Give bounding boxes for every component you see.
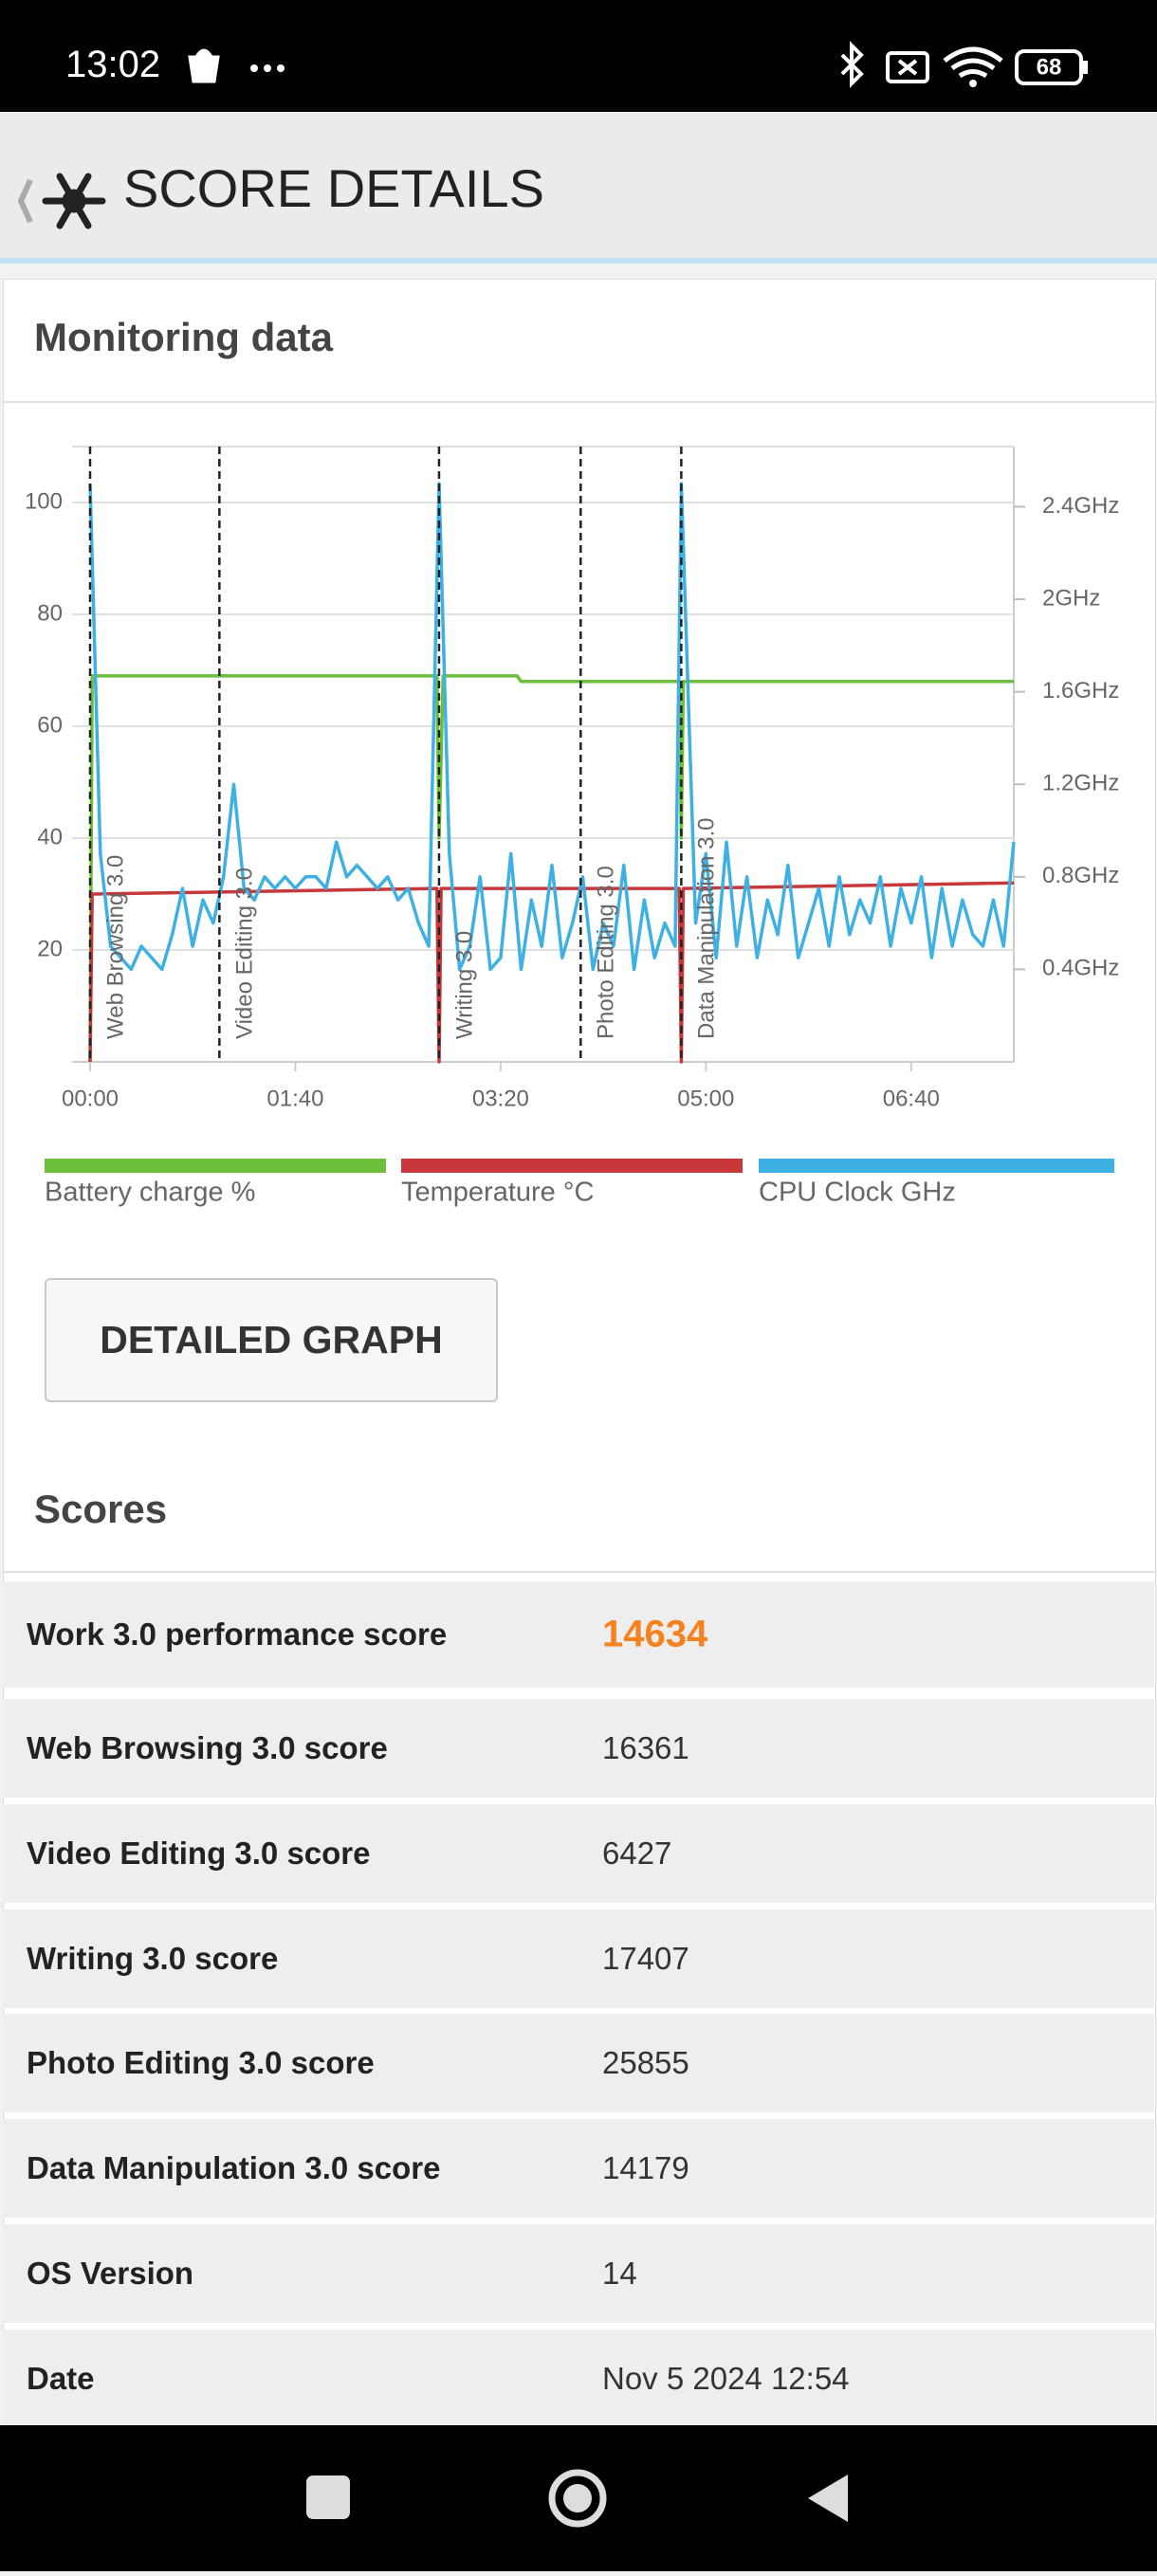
score-row: Web Browsing 3.0 score 16361 [3,1699,1154,1798]
status-icons-left [188,48,285,83]
score-label: OS Version [27,2256,194,2291]
y2-tick-label: 2GHz [1042,585,1100,611]
phase-label: Photo Editing 3.0 [594,866,619,1039]
score-value: Nov 5 2024 12:54 [602,2360,850,2396]
y2-tick-label: 0.4GHz [1042,956,1119,981]
y2-tick-label: 1.6GHz [1042,678,1119,703]
nav-bar [0,2425,1157,2571]
y2-tick-label: 0.8GHz [1042,863,1119,888]
score-row: Video Editing 3.0 score 6427 [3,1803,1154,1903]
y-tick-label: 60 [37,712,63,738]
app-header [0,112,1157,264]
x-tick-label: 05:00 [677,1086,734,1111]
score-row: Photo Editing 3.0 score 25855 [3,2014,1154,2113]
y-tick-label: 20 [37,936,63,961]
score-value: 17407 [602,1940,689,1976]
score-value: 14634 [602,1613,708,1655]
score-value: 16361 [602,1730,689,1765]
y2-tick-label: 1.2GHz [1042,771,1119,796]
score-label: Photo Editing 3.0 score [27,2045,375,2081]
x-tick-label: 06:40 [883,1086,940,1111]
x-tick-label: 01:40 [266,1086,323,1111]
score-row: Work 3.0 performance score 14634 [3,1581,1154,1688]
clock: 13:02 [65,44,161,85]
score-row: Date Nov 5 2024 12:54 [3,2329,1154,2428]
x-tick-label: 03:20 [472,1086,529,1111]
score-row: Writing 3.0 score 17407 [3,1909,1154,2008]
battery-level: 68 [1037,54,1062,80]
legend-label: Battery charge % [45,1178,255,1208]
score-value: 14 [602,2256,637,2291]
legend-label: Temperature °C [401,1178,594,1208]
divider [3,401,1154,403]
score-label: Work 3.0 performance score [27,1617,448,1652]
legend-swatch [45,1159,386,1173]
score-label: Web Browsing 3.0 score [27,1730,388,1765]
phase-label: Web Browsing 3.0 [102,855,128,1039]
score-label: Video Editing 3.0 score [27,1835,371,1871]
chart: 20 40 60 80 100 0.4GHz 0.8GHz 1.2GHz 1.6GHz 2GHz 2… [25,446,1119,1208]
score-row: Data Manipulation 3.0 score 14179 [3,2119,1154,2219]
score-label: Writing 3.0 score [27,1940,279,1976]
recents-button[interactable] [306,2476,350,2519]
detailed-graph-button[interactable]: DETAILED GRAPH [45,1278,498,1402]
score-label: Date [27,2360,95,2396]
score-value: 14179 [602,2150,689,2186]
nav-icons [306,2469,848,2528]
phase-label: Video Editing 3.0 [232,868,258,1039]
page-title: SCORE DETAILS [123,158,544,218]
back-button[interactable] [808,2475,848,2522]
y-tick-label: 40 [37,824,63,850]
score-label: Data Manipulation 3.0 score [27,2150,441,2186]
score-row: OS Version 14 [3,2224,1154,2323]
series-line [88,881,1015,1064]
y-tick-label: 80 [37,600,63,626]
legend-label: CPU Clock GHz [759,1178,956,1208]
phase-label: Data Manipulation 3.0 [694,818,720,1039]
back-and-logo[interactable] [9,159,114,245]
y2-tick-label: 2.4GHz [1042,493,1119,519]
divider [3,1571,1154,1573]
status-icons-right: 68 [840,41,1088,88]
status-bar: 13:02 68 [0,0,1157,112]
x-tick-label: 00:00 [62,1086,119,1111]
y-tick-label: 100 [25,488,63,514]
home-button[interactable] [548,2469,607,2528]
section-title: Scores [34,1487,168,1531]
series-line [88,482,1016,972]
score-value: 25855 [602,2045,689,2081]
legend-swatch [401,1159,743,1173]
phase-label: Writing 3.0 [451,931,477,1039]
section-title: Monitoring data [34,315,333,359]
legend-swatch [759,1159,1114,1173]
score-value: 6427 [602,1835,672,1871]
